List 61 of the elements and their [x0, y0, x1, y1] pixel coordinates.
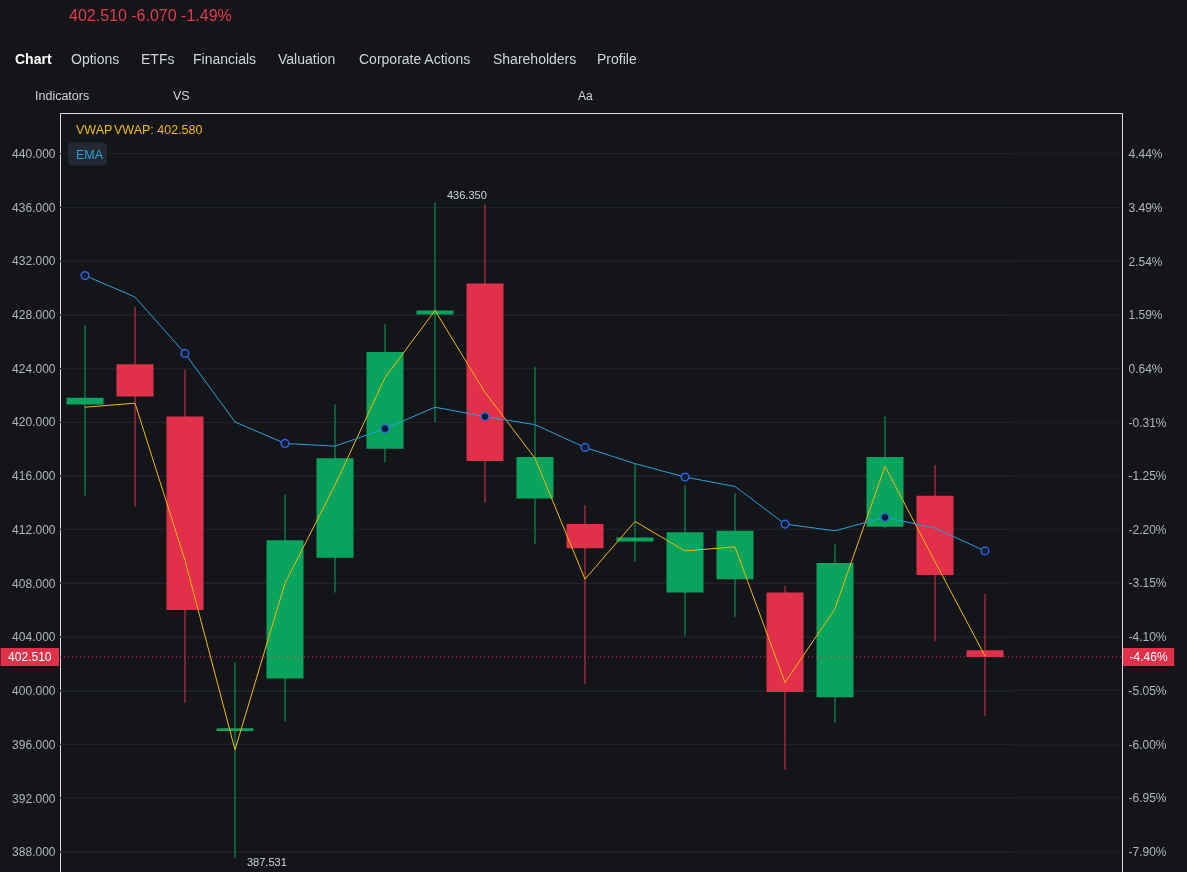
y-tick-label: 392.000: [12, 791, 56, 806]
y-tick-label: 412.000: [12, 522, 56, 537]
y-tick-label: 416.000: [12, 469, 56, 484]
text: Aa: [578, 89, 593, 103]
text: Chart: [15, 51, 52, 67]
candlestick: [66, 324, 104, 497]
point: [480, 411, 490, 422]
point: [80, 270, 90, 281]
y-tick-label: 436.000: [12, 200, 56, 215]
candlestick: [216, 661, 254, 859]
text: Options: [71, 51, 120, 67]
y-tick-label: 388.000: [12, 845, 56, 860]
text: -4.46%: [1129, 649, 1168, 664]
text: EMA: [76, 147, 104, 162]
y2-tick-label: -1.25%: [1128, 469, 1167, 484]
y-tick-label: 408.000: [12, 576, 56, 591]
text: VS: [173, 89, 190, 103]
text: Profile: [597, 51, 637, 67]
point: [380, 424, 390, 434]
y-tick-label: 424.000: [12, 361, 56, 376]
y2-tick-label: -6.00%: [1128, 737, 1167, 752]
text: Indicators: [35, 89, 90, 103]
text: VWAP: [76, 123, 113, 137]
y2-tick-label: -4.10%: [1128, 630, 1167, 645]
chart-title: 402.510 -6.070 -1.49%: [69, 7, 232, 24]
annotation: 436.350: [447, 189, 487, 202]
y2-tick-label: 4.44%: [1128, 147, 1163, 162]
y-tick-label: 420.000: [12, 415, 56, 430]
text: Shareholders: [493, 51, 577, 67]
y2-tick-label: 1.59%: [1128, 308, 1163, 323]
text: Financials: [193, 51, 257, 67]
y-tick-label: 396.000: [12, 737, 56, 752]
y-tick-label: 432.000: [12, 254, 56, 269]
point: [580, 442, 590, 453]
point: [780, 519, 790, 529]
point: [980, 546, 990, 556]
y-tick-label: 440.000: [12, 146, 56, 161]
y2-tick-label: 0.64%: [1128, 362, 1163, 377]
point: [280, 438, 290, 449]
annotation: VWAP: 402.580: [114, 123, 203, 137]
y2-tick-label: -6.95%: [1128, 791, 1167, 806]
point: [680, 472, 690, 482]
annotation: 387.531: [247, 856, 287, 869]
point: [180, 348, 190, 359]
y-tick-label: 400.000: [12, 684, 56, 699]
text: Corporate Actions: [359, 51, 471, 67]
y2-tick-label: -5.05%: [1128, 683, 1167, 698]
y2-tick-label: -3.15%: [1128, 576, 1167, 591]
y2-tick-label: -0.31%: [1128, 415, 1167, 430]
candlestick: [616, 463, 654, 563]
ref-line-label: 402.510: [8, 649, 52, 664]
y-tick-label: 404.000: [12, 630, 56, 645]
y2-tick-label: -2.20%: [1128, 522, 1167, 537]
y2-tick-label: 3.49%: [1128, 200, 1163, 215]
y2-tick-label: 2.54%: [1128, 254, 1163, 269]
point: [880, 512, 890, 522]
candlestick: [416, 201, 454, 423]
y-tick-label: 428.000: [12, 308, 56, 322]
text: Valuation: [278, 51, 336, 67]
text: ETFs: [141, 51, 175, 67]
y2-tick-label: -7.90%: [1128, 845, 1167, 860]
